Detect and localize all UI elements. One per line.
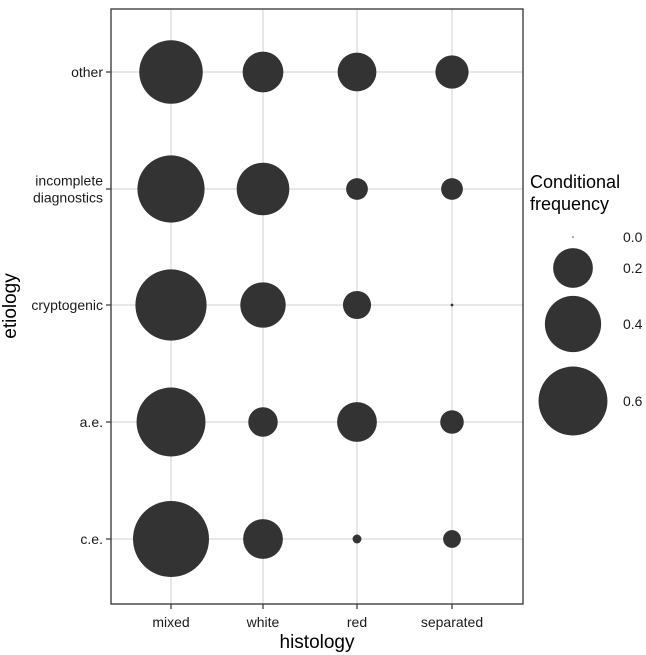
bubble-point <box>137 155 205 223</box>
legend-key-circle <box>572 236 574 238</box>
bubble-point <box>135 269 207 341</box>
x-axis-title: histology <box>280 632 355 653</box>
bubble-point <box>136 387 206 457</box>
bubble-point <box>240 282 286 328</box>
y-axis-title: etiology <box>0 273 21 339</box>
legend-title: Conditional frequency <box>530 172 620 214</box>
bubble-point <box>441 178 463 200</box>
bubble-point <box>435 55 469 89</box>
bubble-point <box>443 530 461 548</box>
legend-key-label: 0.6 <box>623 393 643 409</box>
bubble-point <box>242 51 284 93</box>
y-tick-label: c.e. <box>80 531 103 547</box>
bubble-point <box>337 52 377 92</box>
y-tick-label: cryptogenic <box>31 297 103 313</box>
x-tick-label: separated <box>421 614 483 630</box>
x-tick-label: red <box>347 614 367 630</box>
bubble-point <box>243 519 283 559</box>
x-axis-ticks: mixed white red separated <box>152 604 483 630</box>
y-tick-label: incomplete diagnostics <box>33 173 103 206</box>
legend-key-circle <box>538 366 608 436</box>
y-tick-label: a.e. <box>80 414 103 430</box>
x-tick-label: mixed <box>152 614 189 630</box>
bubble-point <box>248 407 278 437</box>
bubble-point <box>133 501 209 577</box>
x-tick-label: white <box>246 614 280 630</box>
legend-key-circle <box>553 248 593 288</box>
bubble-point <box>139 40 203 104</box>
legend-key-label: 0.2 <box>623 260 643 276</box>
y-tick-label: other <box>71 64 103 80</box>
bubble-point <box>236 162 290 216</box>
y-axis-ticks: c.e. a.e. cryptogenic incomplete diagnostics… <box>31 64 111 547</box>
plot-panel-border <box>110 8 524 605</box>
legend-key-label: 0.0 <box>623 229 643 245</box>
bubble-points <box>133 40 469 577</box>
legend-key-label: 0.4 <box>623 316 643 332</box>
bubble-point <box>337 402 377 442</box>
legend-key-circle <box>544 295 602 353</box>
bubble-point <box>346 178 368 200</box>
bubble-point <box>440 410 464 434</box>
bubble-point <box>342 290 372 320</box>
bubble-point <box>352 534 362 544</box>
bubble-point <box>450 303 454 307</box>
